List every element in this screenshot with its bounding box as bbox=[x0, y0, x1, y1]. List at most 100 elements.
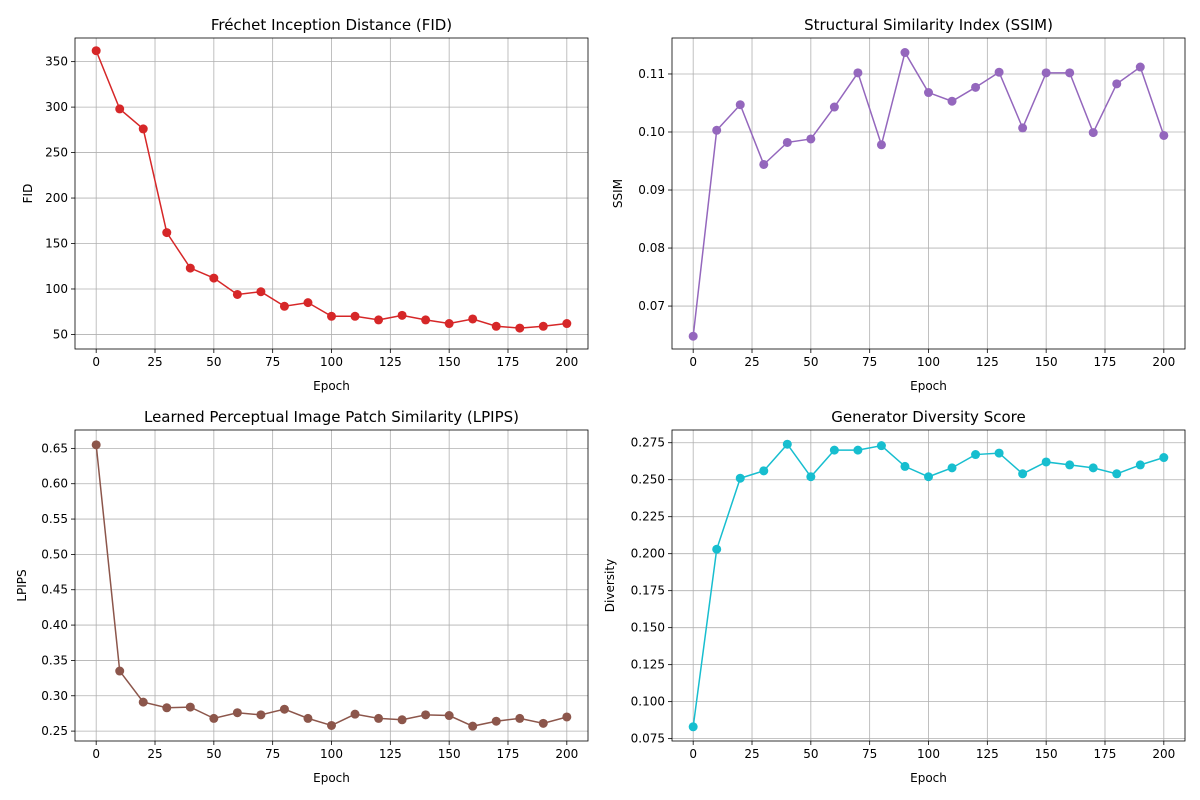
data-point bbox=[1112, 79, 1122, 89]
y-tick-label: 0.40 bbox=[41, 618, 68, 632]
data-point bbox=[232, 289, 242, 299]
x-tick-label: 75 bbox=[862, 747, 877, 761]
data-point bbox=[350, 709, 360, 719]
data-point bbox=[91, 440, 101, 450]
data-point bbox=[994, 67, 1004, 77]
data-point bbox=[185, 702, 195, 712]
x-tick-label: 125 bbox=[379, 355, 402, 369]
x-tick-label: 150 bbox=[1035, 355, 1058, 369]
x-tick-label: 0 bbox=[689, 747, 697, 761]
data-point bbox=[759, 466, 769, 476]
grid-lines bbox=[75, 430, 588, 741]
x-tick-label: 175 bbox=[497, 747, 520, 761]
data-point bbox=[971, 450, 981, 460]
grid-lines bbox=[672, 38, 1185, 349]
data-point bbox=[1018, 469, 1028, 479]
y-tick-label: 150 bbox=[45, 237, 68, 251]
data-point bbox=[853, 68, 863, 78]
y-tick-label: 0.175 bbox=[631, 584, 665, 598]
series-markers bbox=[688, 48, 1169, 341]
data-point bbox=[256, 287, 266, 297]
data-point bbox=[397, 715, 407, 725]
data-point bbox=[735, 100, 745, 110]
data-point bbox=[1088, 463, 1098, 473]
data-point bbox=[91, 46, 101, 56]
x-tick-label: 125 bbox=[976, 747, 999, 761]
y-tick-label: 0.65 bbox=[41, 441, 68, 455]
y-tick-label: 0.125 bbox=[631, 658, 665, 672]
data-point bbox=[924, 88, 933, 98]
data-point bbox=[232, 708, 242, 718]
data-point bbox=[138, 124, 148, 134]
x-tick-label: 175 bbox=[1094, 747, 1117, 761]
data-point bbox=[303, 713, 313, 723]
data-point bbox=[1135, 460, 1145, 470]
chart-title: Generator Diversity Score bbox=[831, 408, 1025, 426]
chart-panel-diversity: 0 25 50 75 100 125 150 175 200 0.075 0.100 0.125 0.1… bbox=[603, 408, 1186, 785]
x-tick-label: 125 bbox=[976, 355, 999, 369]
data-point bbox=[947, 463, 957, 473]
data-point bbox=[806, 472, 816, 482]
y-tick-label: 0.150 bbox=[631, 621, 665, 635]
data-point bbox=[688, 331, 698, 341]
data-point bbox=[444, 711, 454, 721]
data-point bbox=[829, 445, 839, 455]
data-point bbox=[1065, 68, 1075, 78]
data-point bbox=[1065, 460, 1075, 470]
y-tick-label: 0.200 bbox=[631, 547, 665, 561]
x-tick-label: 50 bbox=[803, 747, 818, 761]
data-point bbox=[515, 323, 525, 333]
x-tick-label: 125 bbox=[379, 747, 402, 761]
x-axis-label: Epoch bbox=[313, 771, 350, 785]
x-tick-label: 75 bbox=[862, 355, 877, 369]
y-tick-label: 0.35 bbox=[41, 653, 68, 667]
y-tick-label: 0.60 bbox=[41, 477, 68, 491]
x-tick-label: 150 bbox=[438, 747, 461, 761]
y-tick-label: 200 bbox=[45, 191, 68, 205]
data-point bbox=[491, 321, 501, 331]
x-tick-label: 100 bbox=[917, 747, 940, 761]
data-point bbox=[1159, 130, 1169, 140]
chart-title: Structural Similarity Index (SSIM) bbox=[804, 16, 1053, 34]
y-tick-label: 0.50 bbox=[41, 547, 68, 561]
x-tick-label: 0 bbox=[92, 747, 100, 761]
x-tick-label: 75 bbox=[265, 355, 280, 369]
y-tick-label: 0.08 bbox=[638, 241, 665, 255]
x-tick-label: 100 bbox=[320, 355, 343, 369]
data-point bbox=[350, 311, 360, 321]
x-tick-label: 50 bbox=[206, 355, 221, 369]
data-point bbox=[1018, 123, 1028, 133]
x-tick-label: 200 bbox=[1152, 747, 1175, 761]
data-point bbox=[209, 713, 219, 723]
data-point bbox=[876, 140, 886, 150]
data-point bbox=[924, 472, 933, 482]
data-point bbox=[782, 439, 792, 449]
series-markers bbox=[91, 440, 572, 731]
data-point bbox=[876, 441, 886, 451]
data-point bbox=[712, 125, 722, 135]
data-point bbox=[374, 315, 384, 325]
y-tick-label: 0.45 bbox=[41, 583, 68, 597]
y-tick-label: 0.225 bbox=[631, 510, 665, 524]
series-markers bbox=[688, 439, 1169, 732]
x-tick-label: 150 bbox=[1035, 747, 1058, 761]
data-point bbox=[853, 445, 863, 455]
x-tick-label: 200 bbox=[1152, 355, 1175, 369]
x-tick-label: 50 bbox=[206, 747, 221, 761]
x-tick-label: 200 bbox=[555, 747, 578, 761]
y-tick-label: 0.07 bbox=[638, 299, 665, 313]
x-tick-label: 0 bbox=[689, 355, 697, 369]
data-point bbox=[782, 137, 792, 147]
y-tick-label: 300 bbox=[45, 100, 68, 114]
data-point bbox=[1135, 62, 1145, 72]
data-point bbox=[162, 703, 172, 713]
data-point bbox=[829, 102, 839, 112]
data-point bbox=[491, 716, 501, 726]
x-tick-label: 25 bbox=[744, 747, 759, 761]
data-point bbox=[162, 228, 172, 238]
y-tick-label: 0.10 bbox=[638, 125, 665, 139]
x-tick-label: 25 bbox=[147, 747, 162, 761]
axis-ticks: 0 25 50 75 100 125 150 175 200 0.07 0.08 0.09 0.10 0.… bbox=[638, 67, 1175, 369]
data-point bbox=[1088, 128, 1098, 138]
